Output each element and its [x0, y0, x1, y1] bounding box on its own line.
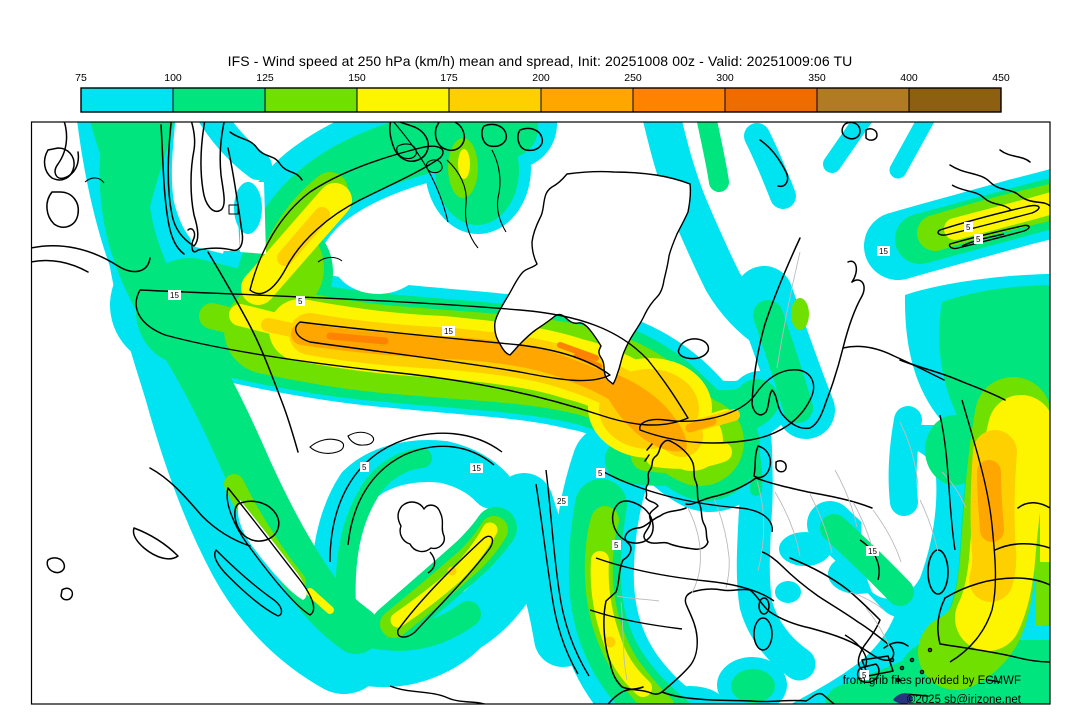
- svg-text:5: 5: [598, 469, 603, 478]
- svg-text:25: 25: [557, 497, 566, 506]
- svg-text:5: 5: [614, 541, 619, 550]
- svg-text:400: 400: [900, 72, 918, 84]
- svg-text:15: 15: [879, 247, 888, 256]
- svg-text:from grib files provided by EC: from grib files provided by ECMWF: [843, 675, 1021, 687]
- svg-text:5: 5: [298, 297, 303, 306]
- svg-text:125: 125: [256, 72, 274, 84]
- svg-text:5: 5: [862, 671, 867, 680]
- svg-text:15: 15: [444, 327, 453, 336]
- svg-text:5: 5: [976, 235, 981, 244]
- svg-text:IFS - Wind speed at 250 hPa (k: IFS - Wind speed at 250 hPa (km/h) mean …: [228, 53, 853, 69]
- svg-text:75: 75: [75, 72, 87, 84]
- svg-text:300: 300: [716, 72, 734, 84]
- svg-text:350: 350: [808, 72, 826, 84]
- svg-text:15: 15: [472, 464, 481, 473]
- svg-text:150: 150: [348, 72, 366, 84]
- svg-text:15: 15: [170, 291, 179, 300]
- svg-text:©2025 sb@irizone.net: ©2025 sb@irizone.net: [907, 694, 1022, 706]
- svg-text:5: 5: [362, 463, 367, 472]
- svg-text:175: 175: [440, 72, 458, 84]
- svg-text:200: 200: [532, 72, 550, 84]
- svg-text:100: 100: [164, 72, 182, 84]
- svg-text:450: 450: [992, 72, 1010, 84]
- svg-text:15: 15: [868, 547, 877, 556]
- svg-text:250: 250: [624, 72, 642, 84]
- svg-text:5: 5: [966, 223, 971, 232]
